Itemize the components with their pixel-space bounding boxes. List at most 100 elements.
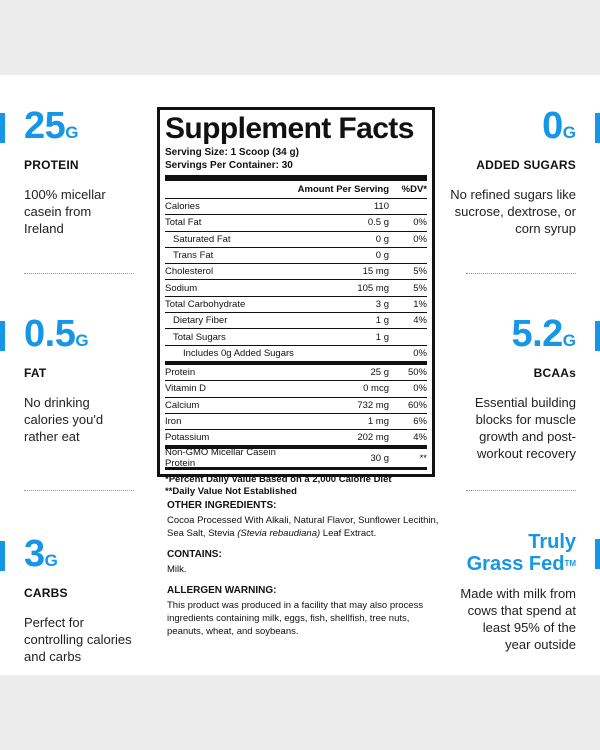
facts-row: Calories 110: [165, 199, 427, 216]
nutrient-dv: 6%: [413, 416, 427, 427]
facts-row: Total Sugars 1 g: [165, 329, 427, 346]
nutrient-name: Non-GMO Micellar Casein Protein: [165, 447, 276, 470]
stat-description: 100% micellar casein from Ireland: [24, 187, 106, 236]
divider: [24, 273, 134, 274]
facts-row: Calcium 732 mg 60%: [165, 398, 427, 414]
nutrient-amount: 202 mg: [357, 432, 389, 444]
stat-label: ADDED SUGARS: [476, 158, 576, 172]
nutrient-name: Protein: [165, 367, 196, 379]
divider: [466, 273, 576, 274]
accent-bar: [595, 321, 600, 351]
supplement-facts-panel: Supplement Facts Serving Size: 1 Scoop (…: [157, 107, 435, 497]
nutrient-amount: 105 mg: [357, 282, 389, 294]
facts-row: Saturated Fat 0 g 0%: [165, 232, 427, 248]
nutrient-name: Vitamin D: [165, 383, 207, 395]
nutrient-name: Total Fat: [165, 217, 202, 229]
dv-header: %DV*: [401, 184, 427, 195]
nutrient-name: Saturated Fat: [173, 233, 231, 245]
divider: [466, 490, 576, 491]
stat-label: FAT: [24, 366, 47, 380]
stat-description: Essential building blocks for muscle gro…: [474, 395, 576, 461]
nutrient-name: Sodium: [165, 282, 198, 294]
stat-label: CARBS: [24, 586, 68, 600]
nutrient-amount: 0 g: [375, 250, 389, 262]
facts-row: Includes 0g Added Sugars 0%: [165, 346, 427, 362]
facts-row: Dietary Fiber 1 g 4%: [165, 313, 427, 330]
grass-fed-title: Truly Grass FedTM: [466, 531, 576, 575]
stat-value: 0G: [542, 105, 576, 147]
nutrient-name: Iron: [165, 416, 182, 427]
facts-header: Amount Per Serving %DV*: [165, 181, 427, 199]
facts-row: Non-GMO Micellar Casein Protein 30 g **: [165, 446, 427, 470]
allergen-heading: ALLERGEN WARNING:: [167, 585, 277, 596]
nutrient-dv: 60%: [407, 399, 427, 411]
facts-row: Vitamin D 0 mcg 0%: [165, 381, 427, 398]
stat-label: BCAAs: [533, 366, 576, 380]
nutrient-name: Potassium: [165, 432, 210, 444]
nutrient-name: Includes 0g Added Sugars: [183, 347, 294, 359]
stat-value: 0.5G: [24, 313, 89, 355]
facts-rows: Calories 110 Total Fat 0.5 g 0% Saturated Fat…: [165, 199, 427, 470]
nutrient-dv: 4%: [413, 432, 427, 444]
stat-label: PROTEIN: [24, 158, 79, 172]
nutrient-amount: 1 g: [375, 315, 389, 327]
accent-bar: [0, 541, 5, 571]
nutrient-amount: 110: [373, 201, 389, 213]
other-ingredients-heading: OTHER INGREDIENTS:: [167, 500, 277, 511]
facts-title: Supplement Facts: [165, 112, 414, 145]
other-ingredients: OTHER INGREDIENTS: Cocoa Processed With …: [167, 499, 447, 540]
thick-rule: [165, 175, 427, 181]
stat-added-sugars: 0G ADDED SUGARS No refined sugars like s…: [446, 105, 600, 237]
stat-value: 3G: [24, 533, 58, 575]
nutrient-dv: 0%: [413, 233, 427, 245]
nutrient-name: Calories: [165, 201, 200, 213]
stat-protein: 25G PROTEIN 100% micellar casein from Ir…: [0, 105, 154, 237]
nutrient-amount: 1 g: [375, 331, 389, 343]
allergen-section: ALLERGEN WARNING: This product was produ…: [167, 584, 447, 638]
nutrient-name: Trans Fat: [173, 250, 214, 262]
facts-row: Total Fat 0.5 g 0%: [165, 215, 427, 232]
accent-bar: [0, 113, 5, 143]
servings-per-container: Servings Per Container: 30: [165, 160, 293, 171]
nutrient-dv: 50%: [407, 367, 427, 379]
nutrient-name: Cholesterol: [165, 266, 214, 278]
facts-row: Cholesterol 15 mg 5%: [165, 264, 427, 281]
facts-row: Potassium 202 mg 4%: [165, 430, 427, 447]
stat-description: No refined sugars like sucrose, dextrose…: [450, 187, 576, 236]
facts-row: Protein 25 g 50%: [165, 361, 427, 382]
nutrient-amount: 15 mg: [362, 266, 389, 278]
nutrient-dv: 0%: [413, 347, 427, 359]
nutrient-name: Total Carbohydrate: [165, 298, 246, 310]
amount-header: Amount Per Serving: [297, 184, 389, 195]
accent-bar: [595, 539, 600, 569]
accent-bar: [0, 321, 5, 351]
nutrient-amount: 732 mg: [357, 399, 389, 411]
contains-text: Milk.: [167, 564, 187, 575]
facts-row: Total Carbohydrate 3 g 1%: [165, 297, 427, 314]
nutrient-dv: 0%: [413, 383, 427, 395]
stat-fat: 0.5G FAT No drinking calories you'd rath…: [0, 313, 154, 445]
contains-section: CONTAINS: Milk.: [167, 548, 447, 576]
facts-row: Iron 1 mg 6%: [165, 414, 427, 431]
medium-rule: [165, 467, 427, 471]
nutrient-dv: 4%: [413, 315, 427, 327]
nutrient-amount: 30 g: [370, 452, 390, 464]
nutrient-name: Calcium: [165, 399, 200, 411]
nutrient-dv: 0%: [413, 217, 427, 229]
footnote-not-established: **Daily Value Not Established: [165, 486, 297, 498]
stat-carbs: 3G CARBS Perfect for controlling calorie…: [0, 533, 154, 665]
other-ingredients-text: Cocoa Processed With Alkali, Natural Fla…: [167, 515, 439, 539]
nutrient-name: Total Sugars: [173, 331, 226, 343]
footnote-dv: *Percent Daily Value Based on a 2,000 Ca…: [165, 474, 392, 486]
allergen-text: This product was produced in a facility …: [167, 600, 424, 637]
nutrient-amount: 25 g: [370, 367, 390, 379]
stat-description: No drinking calories you'd rather eat: [24, 395, 104, 444]
accent-bar: [595, 113, 600, 143]
facts-row: Trans Fat 0 g: [165, 248, 427, 265]
stat-grass-fed: Truly Grass FedTM Made with milk from co…: [446, 531, 600, 653]
contains-heading: CONTAINS:: [167, 549, 222, 560]
stat-description: Made with milk from cows that spend at l…: [460, 586, 576, 652]
nutrient-amount: 3 g: [375, 298, 389, 310]
nutrient-dv: 1%: [413, 298, 427, 310]
stat-value: 25G: [24, 105, 79, 147]
